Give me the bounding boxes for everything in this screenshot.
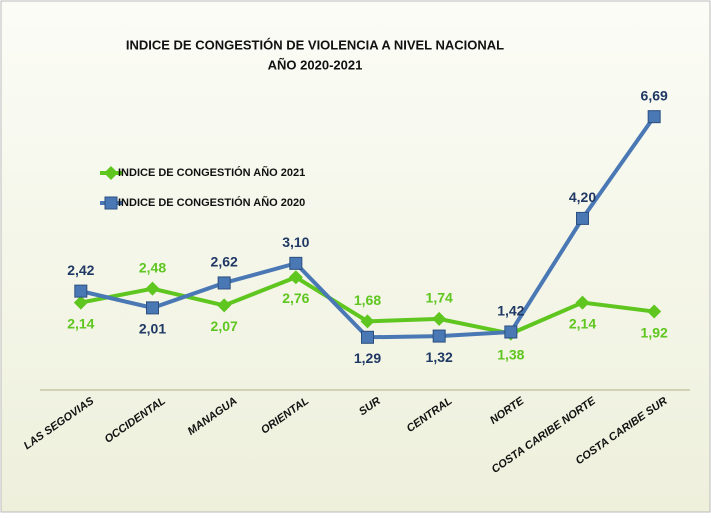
marker	[289, 256, 303, 270]
data-label: 1,68	[354, 292, 381, 308]
legend-label: INDICE DE CONGESTIÓN AÑO 2021	[118, 166, 305, 179]
marker	[104, 196, 118, 210]
data-label: 1,74	[426, 290, 453, 306]
marker	[74, 284, 88, 298]
marker	[504, 325, 518, 339]
data-label: 2,01	[139, 321, 166, 337]
marker	[145, 281, 160, 296]
data-label: 2,76	[282, 290, 309, 306]
data-label: 2,07	[211, 318, 238, 334]
marker	[146, 301, 159, 315]
marker	[217, 298, 232, 313]
data-label: 4,20	[569, 189, 596, 205]
marker	[432, 329, 446, 343]
data-label: 2,14	[569, 315, 596, 331]
marker	[73, 295, 88, 310]
marker	[647, 110, 661, 124]
legend-label: INDICE DE CONGESTIÓN AÑO 2020	[118, 196, 305, 209]
data-label: 2,42	[67, 262, 94, 278]
marker	[360, 314, 375, 329]
marker	[104, 166, 118, 180]
marker	[576, 211, 589, 225]
data-label: 2,62	[211, 254, 238, 270]
marker	[432, 311, 447, 326]
data-label: 1,29	[354, 350, 381, 366]
data-label: 3,10	[282, 234, 309, 250]
data-label: 1,42	[497, 303, 524, 319]
marker	[288, 270, 303, 285]
marker	[647, 304, 662, 319]
data-label: 2,14	[67, 315, 94, 331]
chart-subtitle: AÑO 2020-2021	[268, 57, 363, 72]
marker	[217, 276, 231, 290]
data-label: 1,38	[497, 346, 524, 362]
data-label: 1,92	[641, 324, 668, 340]
marker	[575, 295, 590, 310]
chart-title: INDICE DE CONGESTIÓN DE VIOLENCIA A NIVE…	[126, 37, 504, 52]
data-label: 1,32	[426, 349, 453, 365]
data-label: 6,69	[641, 87, 668, 103]
data-label: 2,48	[139, 259, 166, 275]
marker	[361, 330, 374, 344]
